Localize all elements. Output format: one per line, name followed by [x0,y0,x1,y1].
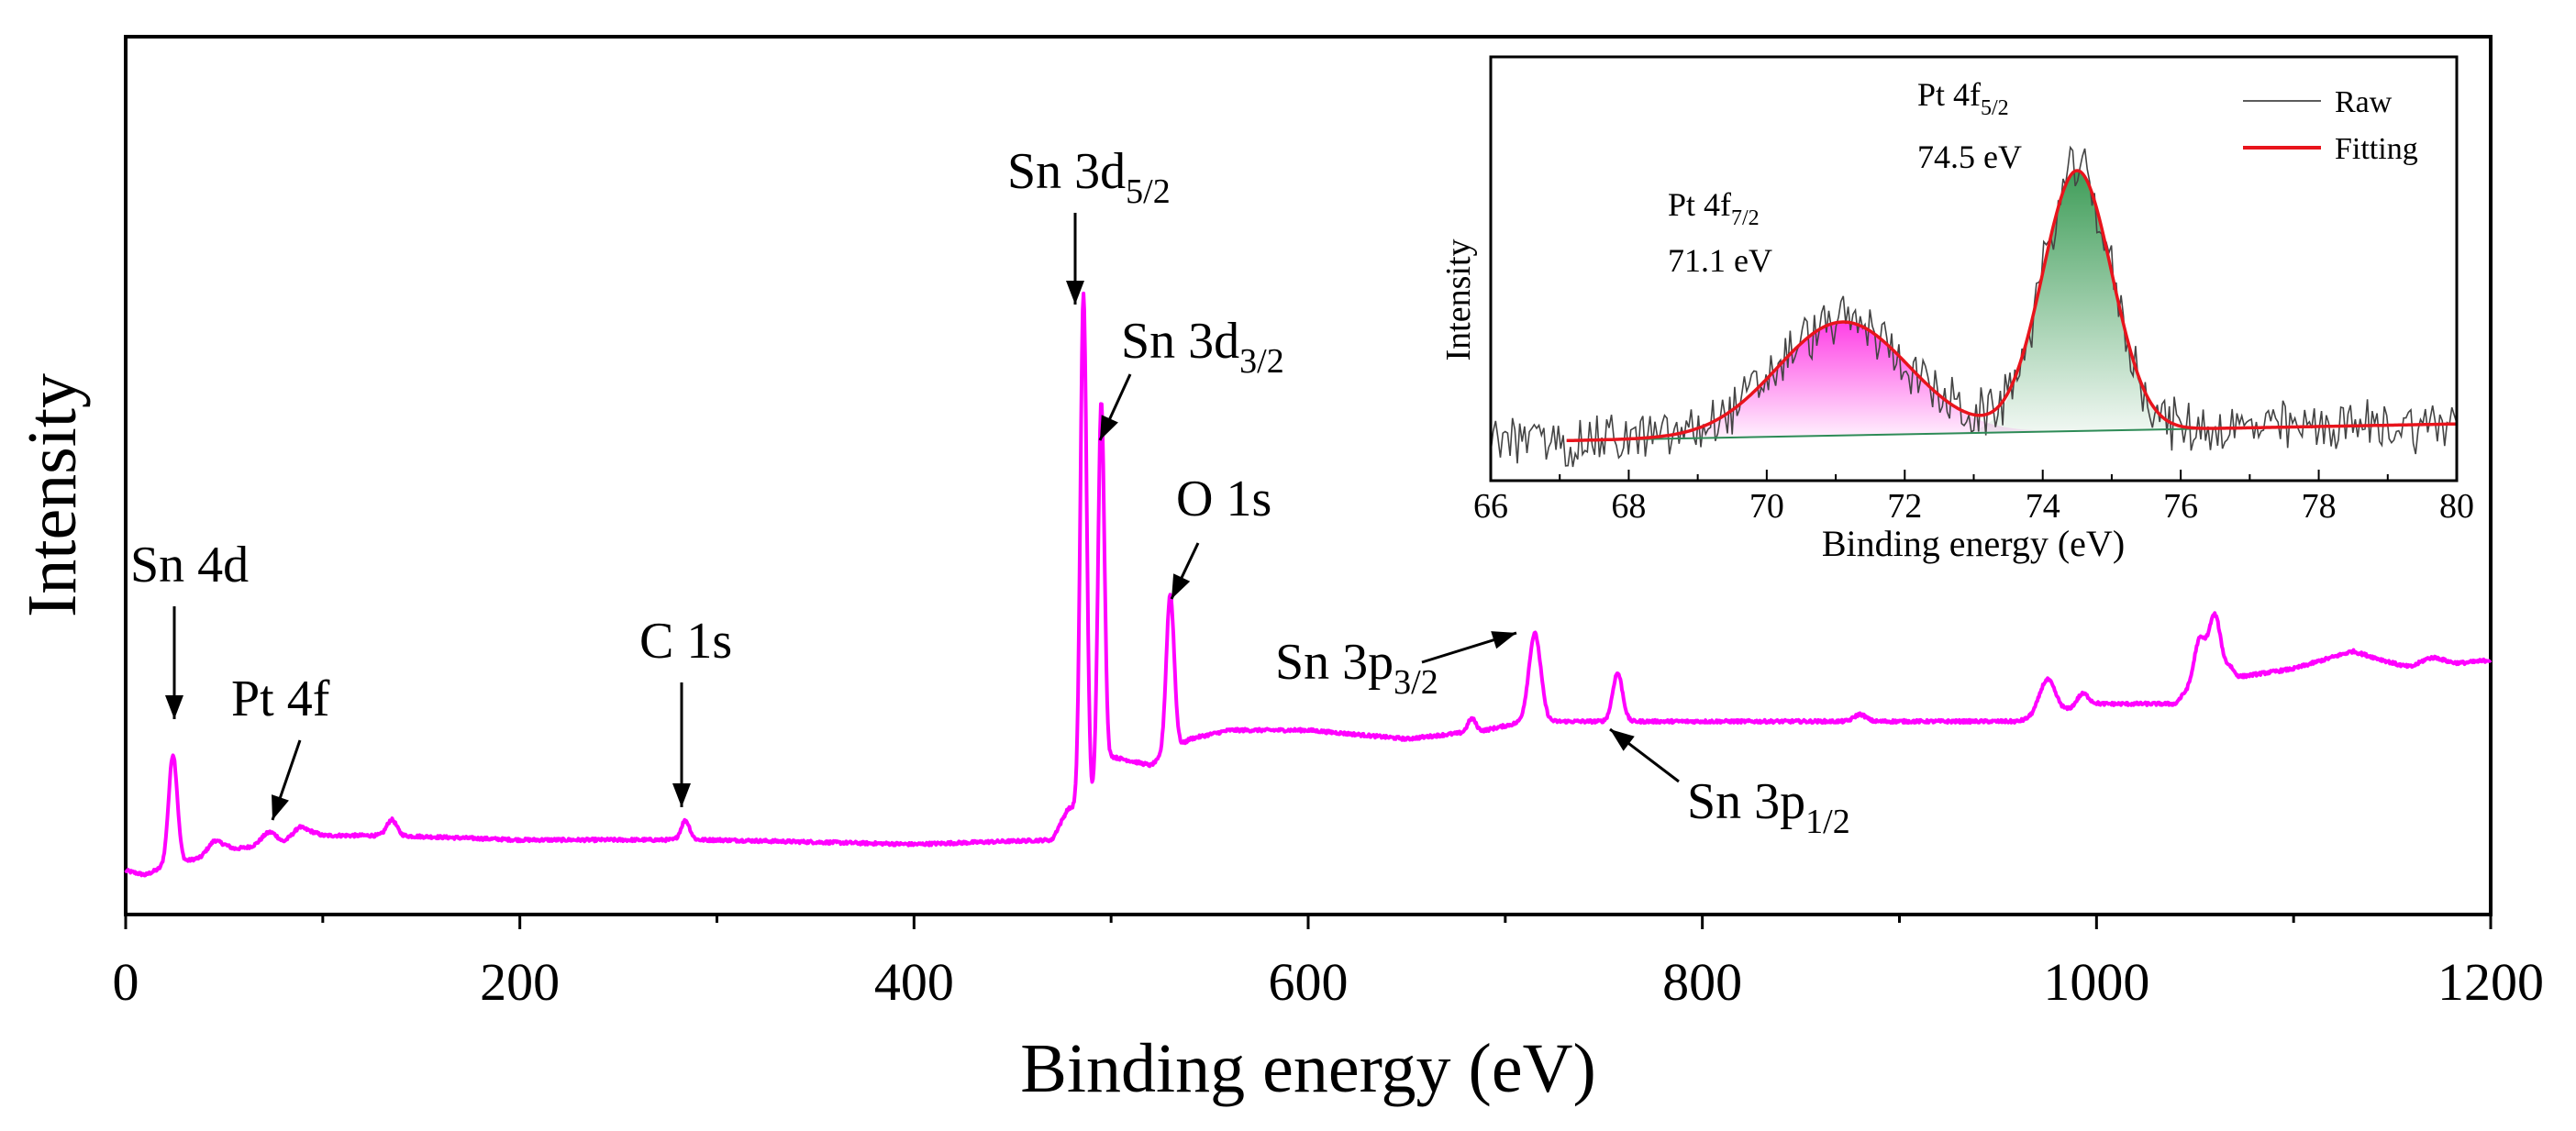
survey-x-ticks [124,915,2493,929]
annotation-sn3p32-label: Sn 3p3/2 [1275,634,1438,702]
inset-x-ticks [1490,470,2458,481]
annotation-sn3d52-label: Sn 3d5/2 [1007,143,1171,211]
inset-background [1491,57,2457,481]
pt4f52-energy: 74.5 eV [1917,139,2022,175]
annotation-c1s-label: C 1s [639,613,732,670]
inset-x-axis-label: Binding energy (eV) [1822,523,2125,564]
survey-series-line [124,291,2493,878]
annotation-sn3p12-arrow-head [1610,729,1635,751]
annotation-o1s-arrow-head [1171,573,1191,599]
annotation-o1s-label: O 1s [1176,471,1271,527]
annotation-sn4d-arrow-head [165,695,183,719]
inset-x-tick-label-74: 74 [2026,487,2060,526]
survey-x-axis-label: Binding energy (eV) [1020,1030,1596,1107]
survey-plot: 0 200 400 600 800 1000 1200 Sn 4d Pt 4f C 1s Sn 3… [14,35,2545,1107]
survey-x-tick-label-800: 800 [1662,952,1742,1012]
raw-series-line [1490,145,2458,468]
inset-y-axis-label: Intensity [1439,239,1478,361]
survey-x-tick-label-1200: 1200 [2437,952,2544,1012]
pt4f72-component-fill [1566,322,2457,441]
survey-y-axis-label: Intensity [14,373,91,617]
pt4f72-annotation: Pt 4f7/2 71.1 eV [1668,186,1772,279]
pt4f52-label-base: Pt 4f [1917,76,1981,113]
survey-x-tick-label-200: 200 [480,952,560,1012]
annotation-sn3d52-arrow-head [1066,281,1084,305]
survey-x-tick-label-400: 400 [874,952,954,1012]
annotation-c1s: C 1s [639,613,732,807]
annotation-sn4d: Sn 4d [130,537,249,719]
annotation-c1s-arrow-head [672,783,691,807]
annotation-sn3d32-label: Sn 3d3/2 [1121,313,1284,381]
survey-x-tick-labels: 0 200 400 600 800 1000 1200 [113,952,2545,1012]
annotation-sn3d52: Sn 3d5/2 [1007,143,1171,305]
annotation-sn3d32: Sn 3d3/2 [1098,313,1284,441]
annotation-o1s: O 1s [1170,471,1271,600]
inset-x-tick-label-76: 76 [2163,487,2198,526]
pt4f72-label-sub: 7/2 [1731,206,1760,230]
annotation-sn3p32: Sn 3p3/2 [1275,631,1517,702]
pt4f72-energy: 71.1 eV [1668,242,1772,279]
legend-fitting-label: Fitting [2335,132,2418,166]
fitting-series-line [1566,169,2457,443]
inset-x-tick-label-78: 78 [2302,487,2337,526]
inset-x-tick-label-72: 72 [1887,487,1922,526]
annotation-sn3p12-label: Sn 3p1/2 [1687,773,1850,841]
annotation-sn3p32-arrow-head [1491,631,1516,649]
annotation-pt4f-arrow-head [272,794,289,820]
annotation-pt4f: Pt 4f [231,671,330,821]
annotation-sn3d32-arrow-head [1100,415,1118,440]
annotation-pt4f-label: Pt 4f [231,671,330,727]
pt4f72-label-base: Pt 4f [1668,186,1731,223]
pt4f52-annotation: Pt 4f5/2 74.5 eV [1917,76,2022,175]
survey-x-tick-label-1000: 1000 [2043,952,2149,1012]
peak-annotations: Sn 4d Pt 4f C 1s Sn 3d5/2 Sn 3d3/2 O 1s Sn 3p3… [130,143,1850,841]
inset-legend: Raw Fitting [2243,85,2418,166]
pt4f52-label-sub: 5/2 [1981,96,2009,120]
inset-x-tick-label-68: 68 [1611,487,1646,526]
inset-x-tick-labels: 66 68 70 72 74 76 78 80 [1473,487,2474,526]
annotation-sn3p12: Sn 3p1/2 [1609,727,1850,841]
inset-x-tick-label-70: 70 [1749,487,1784,526]
svg-text:Pt 4f7/2: Pt 4f7/2 [1668,186,1760,230]
inset-x-tick-label-80: 80 [2439,487,2474,526]
annotation-sn4d-label: Sn 4d [130,537,249,593]
legend-raw-label: Raw [2335,85,2393,119]
survey-x-tick-label-600: 600 [1269,952,1349,1012]
inset-pt4f-plot: 66 68 70 72 74 76 78 80 Binding energy (eV) Int… [1439,55,2474,564]
svg-text:Pt 4f5/2: Pt 4f5/2 [1917,76,2009,120]
survey-x-tick-label-0: 0 [113,952,139,1012]
inset-x-tick-label-66: 66 [1473,487,1508,526]
